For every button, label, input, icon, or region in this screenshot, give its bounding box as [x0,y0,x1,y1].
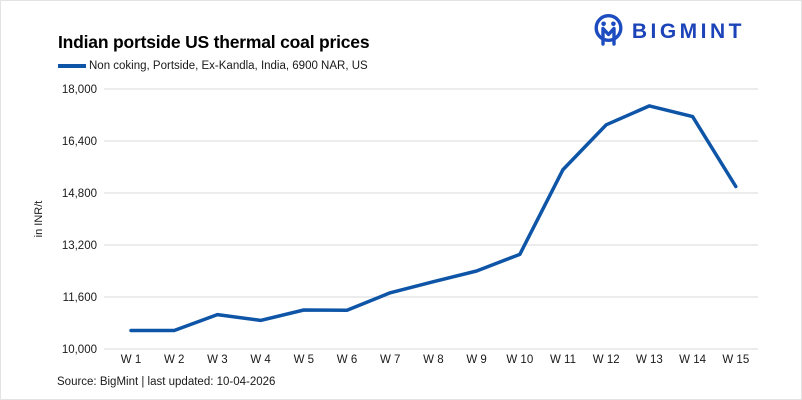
legend-series-label: Non coking, Portside, Ex-Kandla, India, … [89,60,368,72]
x-axis-tick-label: W 1 [121,354,141,366]
legend: Non coking, Portside, Ex-Kandla, India, … [58,60,368,72]
x-axis-tick-label: W 6 [337,354,357,366]
x-axis-tick-label: W 11 [550,354,576,366]
x-axis-tick-label: W 9 [466,354,486,366]
x-axis-tick-label: W 15 [722,354,749,366]
price-line-series [129,104,738,333]
source-note: Source: BigMint | last updated: 10-04-20… [57,376,276,388]
y-axis-tick-label: 13,200 [62,240,97,252]
x-axis-tick-label: W 13 [636,354,663,366]
x-axis-tick-label: W 8 [423,354,443,366]
y-axis-tick-label: 16,400 [62,136,97,148]
x-axis-tick-label: W 2 [164,354,184,366]
y-axis-tick-label: 11,600 [63,292,97,304]
x-axis-tick-label: W 14 [679,354,706,366]
line-chart: 10,000 11,600 13,200 14,800 16,400 18,000 W 1 W… [62,84,758,366]
x-axis-tick-label: W 5 [294,354,314,366]
bigmint-logo-icon [594,13,623,46]
x-axis-tick-label: W 3 [207,354,227,366]
x-axis-tick-label: W 10 [506,354,533,366]
x-axis-tick-label: W 7 [380,354,400,366]
bigmint-logo: BIGMINT [592,13,745,50]
y-axis-tick-label: 18,000 [62,84,97,96]
bigmint-logo-text: BIGMINT [631,19,745,43]
x-axis-tick-label: W 12 [593,354,620,366]
y-axis-tick-label: 10,000 [62,344,97,356]
y-axis-tick-label: 14,800 [62,188,97,200]
x-axis-tick-label: W 4 [250,354,271,366]
legend-line-swatch [58,64,86,68]
chart-title: Indian portside US thermal coal prices [58,32,370,52]
